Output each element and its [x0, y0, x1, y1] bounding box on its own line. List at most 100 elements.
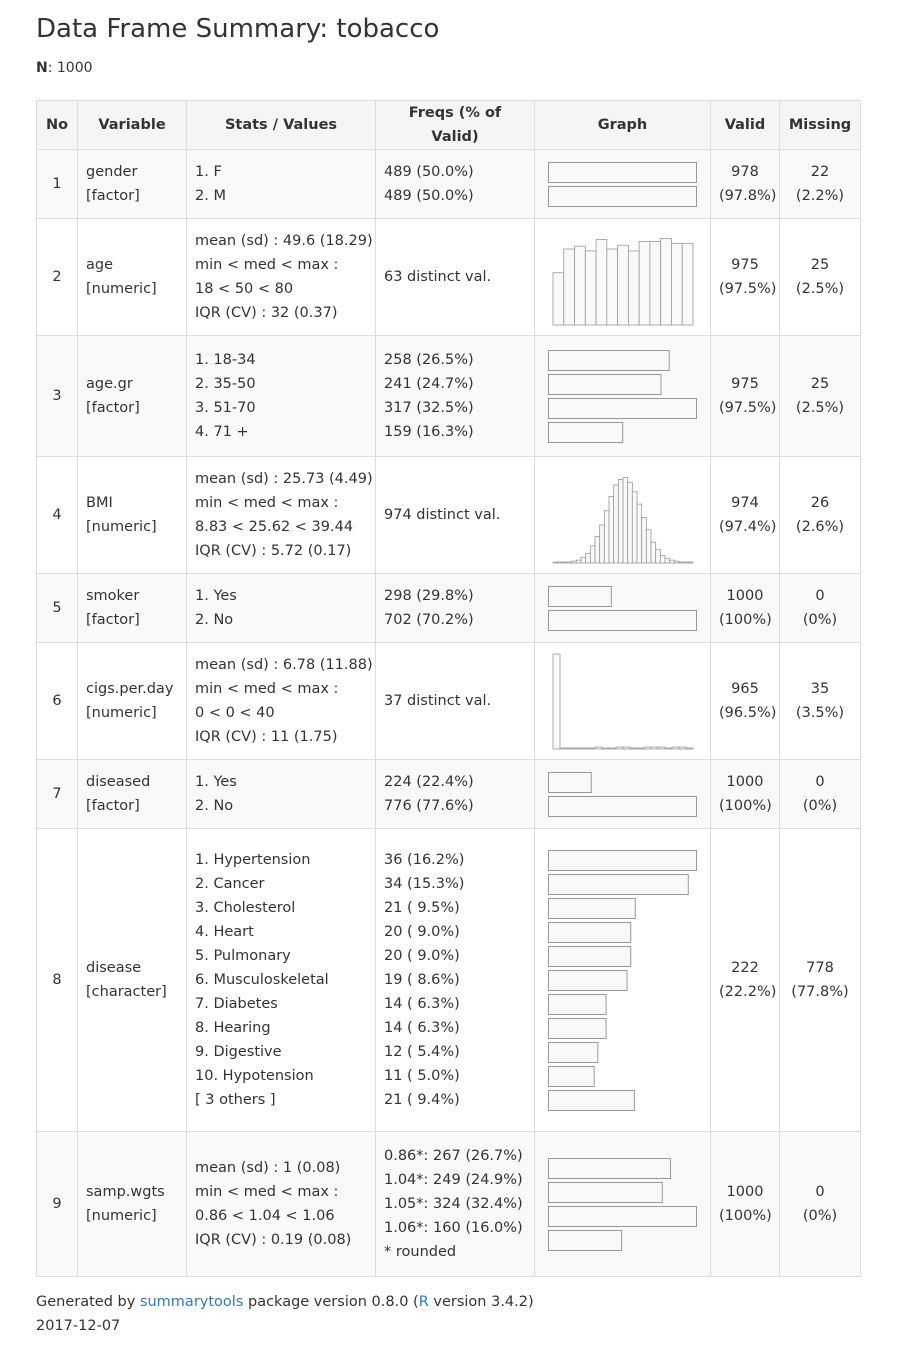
valid-percent: (100%) [719, 1208, 772, 1224]
valid-percent: (97.5%) [719, 281, 777, 297]
stats-line: IQR (CV) : 0.19 (0.08) [195, 1232, 352, 1248]
freq-line: 37 distinct val. [384, 693, 492, 709]
histogram [552, 237, 693, 325]
stats-line: 5. Pulmonary [195, 948, 291, 964]
valid-count: 1000 [726, 1184, 764, 1200]
freq-bar [547, 970, 628, 991]
freq-bar [547, 422, 623, 443]
freqs-cell: 489 (50.0%) 489 (50.0%) [375, 149, 535, 219]
variable-type: [numeric] [86, 519, 157, 535]
valid-cell: 965 (96.5%) [710, 642, 780, 760]
valid-count: 975 [731, 376, 759, 392]
summarytools-link[interactable]: summarytools [139, 1294, 244, 1310]
histogram-bin [617, 478, 623, 563]
table-row: 9 samp.wgts [numeric] mean (sd) : 1 (0.08) m… [36, 1131, 861, 1277]
stats-line: 0 < 0 < 40 [195, 705, 275, 721]
histogram-bin [552, 653, 560, 749]
variable-name: BMI [86, 495, 113, 511]
missing-cell: 0 (0%) [779, 573, 861, 643]
stats-line: 4. Heart [195, 924, 254, 940]
stats-line: 1. Yes [195, 774, 237, 790]
table-body: 1 gender [factor] 1. F 2. M 489 (50.0%) 489 (5… [36, 149, 861, 1277]
variable-name: diseased [86, 774, 151, 790]
variable-cell: gender [factor] [77, 149, 187, 219]
histogram-bin [636, 503, 642, 563]
valid-count: 975 [731, 257, 759, 273]
valid-count: 1000 [726, 588, 764, 604]
missing-percent: (2.5%) [795, 400, 845, 416]
stats-line: 8. Hearing [195, 1020, 271, 1036]
stats-cell: 1. Yes 2. No [186, 759, 376, 829]
histogram-bin [595, 238, 607, 325]
histogram-bin [659, 237, 672, 325]
histogram-bin [580, 747, 588, 749]
missing-count: 0 [815, 1184, 825, 1200]
histogram-bin [562, 248, 575, 325]
variable-cell: BMI [numeric] [77, 456, 187, 574]
freq-bar [547, 994, 607, 1015]
histogram-bin [668, 559, 675, 563]
freq-line: 258 (26.5%) [384, 352, 474, 368]
freq-bar [547, 1158, 671, 1179]
missing-cell: 25 (2.5%) [779, 218, 861, 336]
freq-line: 317 (32.5%) [384, 400, 474, 416]
histogram-bin [640, 516, 647, 563]
freq-bar [547, 186, 697, 207]
stats-line: 10. Hypotension [195, 1068, 314, 1084]
freq-bar [547, 1018, 607, 1039]
histogram-bin [616, 244, 629, 325]
stats-line: 18 < 50 < 80 [195, 281, 294, 297]
freqs-cell: 0.86*: 267 (26.7%) 1.04*: 249 (24.9%) 1.05… [375, 1131, 535, 1277]
freqs-cell: 37 distinct val. [375, 642, 535, 760]
col-header-valid: Valid [710, 100, 780, 150]
histogram-bin [678, 561, 684, 563]
bar-graph [547, 350, 697, 443]
missing-cell: 25 (2.5%) [779, 335, 861, 457]
histogram-bin [650, 746, 658, 749]
missing-cell: 35 (3.5%) [779, 642, 861, 760]
freq-line: 489 (50.0%) [384, 164, 474, 180]
missing-count: 26 [810, 495, 830, 511]
freq-bar [547, 796, 697, 817]
valid-percent: (100%) [719, 798, 772, 814]
freqs-cell: 258 (26.5%) 241 (24.7%) 317 (32.5%) 159 (16… [375, 335, 535, 457]
freq-line: 0.86*: 267 (26.7%) [384, 1148, 523, 1164]
stats-line: 2. Cancer [195, 876, 265, 892]
freq-line: 63 distinct val. [384, 269, 492, 285]
histogram-bin [608, 747, 616, 749]
histogram-bin [638, 240, 650, 325]
graph-cell [534, 456, 711, 574]
histogram-bin [573, 245, 586, 325]
missing-count: 25 [810, 376, 830, 392]
missing-percent: (77.8%) [791, 984, 849, 1000]
freq-bar [547, 350, 670, 371]
histogram-bin [594, 746, 602, 749]
stats-line: 2. M [195, 188, 226, 204]
freq-line: 1.05*: 324 (32.4%) [384, 1196, 523, 1212]
valid-count: 974 [731, 495, 759, 511]
n-value: : 1000 [47, 60, 93, 76]
row-number: 6 [36, 642, 78, 760]
variable-type: [factor] [86, 612, 140, 628]
r-link[interactable]: R [418, 1294, 429, 1310]
freq-line: 20 ( 9.0%) [384, 924, 460, 940]
valid-cell: 1000 (100%) [710, 1131, 780, 1277]
stats-line: mean (sd) : 49.6 (18.29) [195, 233, 373, 249]
stats-line: mean (sd) : 6.78 (11.88) [195, 657, 373, 673]
histogram-bin [631, 490, 637, 563]
histogram-bin [670, 242, 683, 325]
valid-count: 1000 [726, 774, 764, 790]
missing-percent: (0%) [802, 1208, 838, 1224]
col-header-freqs: Freqs (% of Valid) [375, 100, 535, 150]
graph-cell [534, 828, 711, 1132]
histogram-bin [584, 249, 596, 325]
freq-line: 21 ( 9.5%) [384, 900, 460, 916]
freq-bar [547, 898, 636, 919]
valid-count: 965 [731, 681, 759, 697]
freq-line: 12 ( 5.4%) [384, 1044, 460, 1060]
variable-cell: disease [character] [77, 828, 187, 1132]
freq-bar [547, 1230, 622, 1251]
table-row: 8 disease [character] 1. Hypertension 2. Can… [36, 828, 861, 1132]
histogram-bin [552, 561, 558, 563]
valid-cell: 974 (97.4%) [710, 456, 780, 574]
